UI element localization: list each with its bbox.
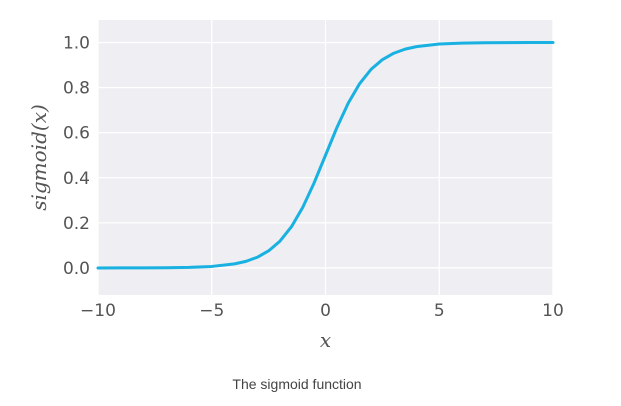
y-tick-label: 1.0: [63, 34, 90, 54]
x-tick-labels: −10 −5 0 5 10: [80, 301, 564, 321]
sigmoid-chart: 0.0 0.2 0.4 0.6 0.8 1.0 −10 −5 0 5 10 x sigmoid(x…: [27, 20, 564, 352]
x-tick-label: 5: [434, 301, 445, 321]
figure-caption: The sigmoid function: [232, 376, 362, 392]
y-tick-labels: 0.0 0.2 0.4 0.6 0.8 1.0: [63, 34, 90, 279]
series-layer: [96, 41, 555, 270]
y-tick-label: 0.2: [63, 214, 90, 234]
x-axis-label: x: [320, 328, 331, 352]
y-tick-label: 0.4: [63, 169, 90, 189]
series-line: [96, 41, 555, 270]
x-tick-label: −10: [80, 301, 116, 321]
y-axis-label: sigmoid(x): [27, 104, 51, 211]
x-tick-label: −5: [199, 301, 224, 321]
y-tick-label: 0.8: [63, 79, 90, 99]
x-tick-label: 0: [320, 301, 331, 321]
x-tick-label: 10: [542, 301, 564, 321]
y-tick-label: 0.0: [63, 259, 90, 279]
y-tick-label: 0.6: [63, 124, 90, 144]
